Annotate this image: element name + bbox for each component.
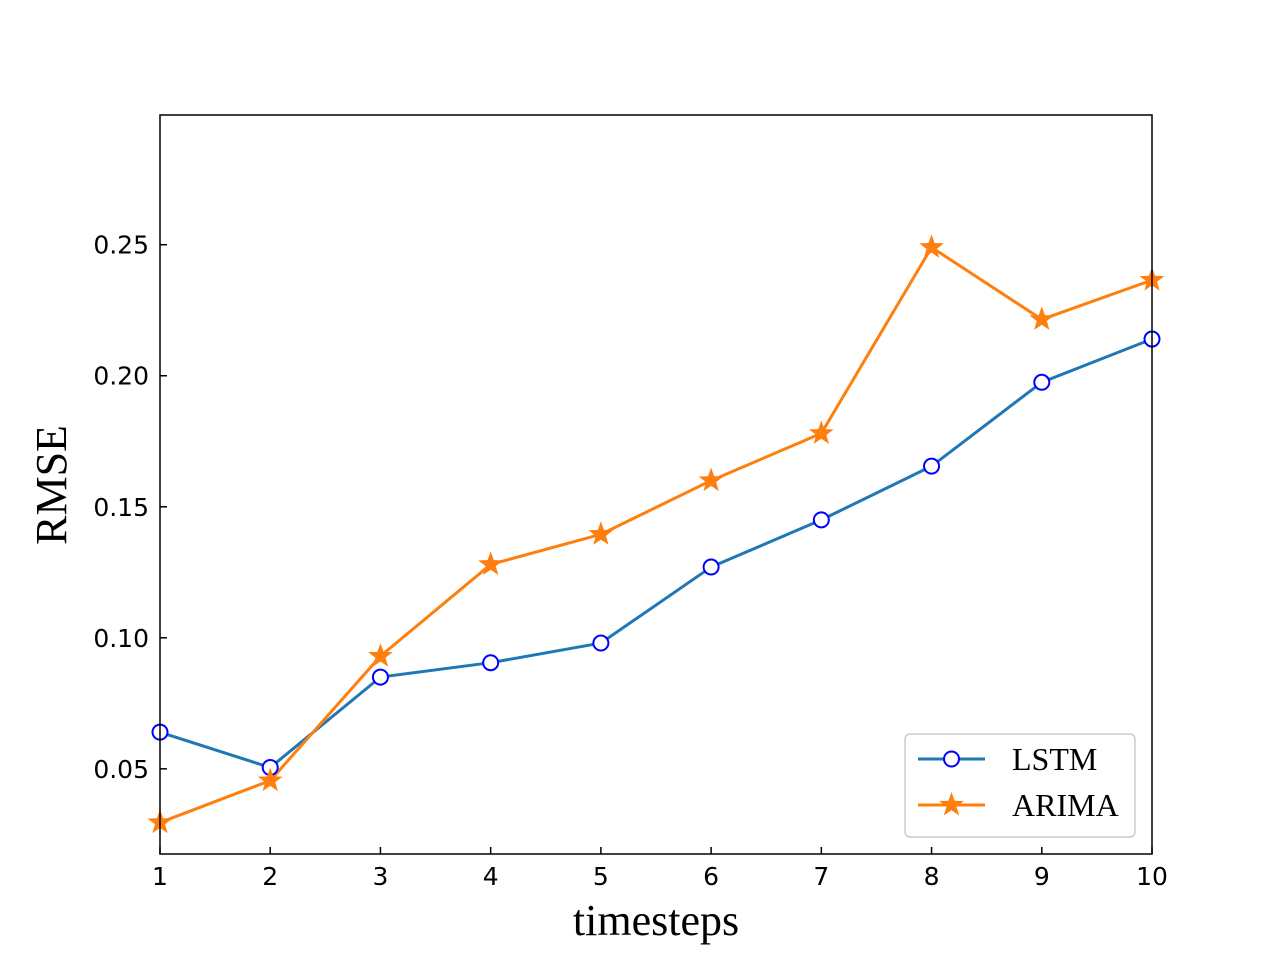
y-axis-title: RMSE	[27, 425, 76, 545]
point-lstm-3	[371, 668, 389, 686]
x-tick-label-8: 8	[924, 862, 940, 891]
x-tick-label-10: 10	[1136, 862, 1168, 891]
legend-label-arima: ARIMA	[1012, 787, 1119, 823]
point-arima-3	[368, 643, 393, 667]
point-lstm-7	[812, 511, 830, 529]
legend-star-marker	[939, 792, 964, 816]
y-tick-label-0.15: 0.15	[93, 493, 149, 522]
point-arima-4	[478, 551, 504, 575]
x-tick-label-6: 6	[703, 862, 719, 891]
x-tick-label-7: 7	[813, 862, 829, 891]
plot-area	[160, 115, 1152, 854]
plot-frame	[159, 114, 1153, 855]
point-arima-5	[588, 521, 614, 545]
x-axis-ticks: 1 2 3 4 5 6 7 8 9 10	[152, 847, 1168, 891]
x-tick-label-5: 5	[593, 862, 609, 891]
x-tick-label-1: 1	[152, 862, 168, 891]
series-line-lstm	[159, 337, 1153, 770]
legend-circle-marker	[943, 750, 960, 768]
y-axis-ticks: 0.05 0.10 0.15 0.20 0.25	[93, 231, 167, 784]
point-lstm-6	[702, 558, 720, 576]
x-tick-label-9: 9	[1034, 862, 1050, 891]
y-tick-label-0.20: 0.20	[93, 362, 149, 391]
point-lstm-4	[482, 654, 500, 672]
point-arima-8	[919, 234, 944, 258]
y-tick-label-0.05: 0.05	[93, 755, 149, 784]
point-arima-7	[808, 420, 834, 444]
point-lstm-8	[923, 457, 941, 475]
series-lines	[159, 245, 1153, 824]
x-tick-label-4: 4	[483, 862, 499, 891]
x-tick-label-2: 2	[262, 862, 278, 891]
y-tick-label-0.10: 0.10	[93, 624, 149, 653]
series-line-arima	[159, 245, 1153, 824]
x-tick-label-3: 3	[372, 862, 388, 891]
legend: LSTM ARIMA	[904, 733, 1136, 838]
legend-label-lstm: LSTM	[1012, 741, 1097, 777]
y-tick-label-0.25: 0.25	[93, 231, 149, 260]
point-arima-9	[1029, 306, 1055, 330]
point-arima-6	[698, 467, 724, 492]
x-axis-title: timesteps	[573, 896, 739, 945]
point-lstm-5	[592, 634, 610, 652]
point-lstm-9	[1033, 373, 1051, 391]
point-arima-2	[257, 767, 283, 792]
